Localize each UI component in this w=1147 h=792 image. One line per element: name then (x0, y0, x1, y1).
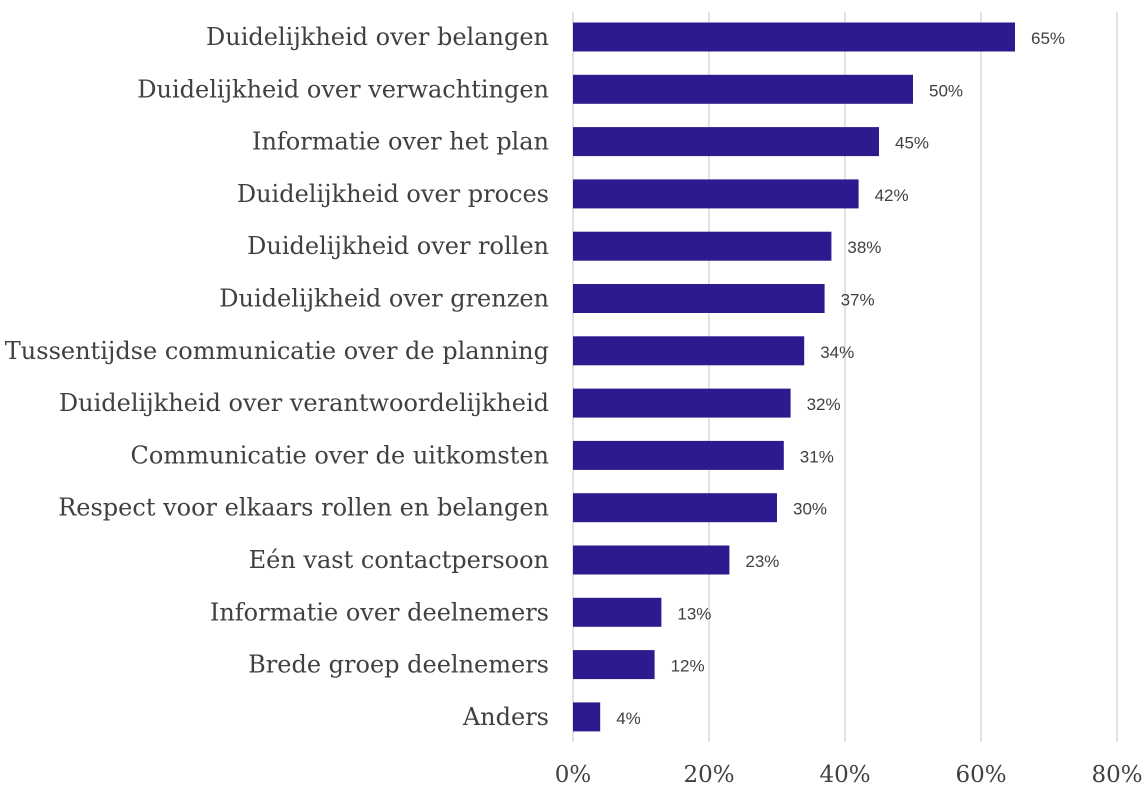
data-label: 32% (807, 395, 841, 414)
data-label: 31% (800, 447, 834, 466)
data-labels: 65% 50% 45% 42% 38% 37% 34% 32% 31% 30% 23% 13% 12% 4… (616, 29, 1065, 728)
x-tick-label: 80% (1091, 762, 1142, 788)
data-label: 37% (841, 291, 875, 310)
bar (573, 545, 730, 575)
data-label: 30% (793, 500, 827, 519)
data-label: 13% (677, 604, 711, 623)
data-label: 4% (616, 709, 641, 728)
bar (573, 336, 805, 366)
x-tick-label: 60% (955, 762, 1006, 788)
bar (573, 388, 791, 418)
category-label: Duidelijkheid over proces (237, 180, 549, 208)
category-labels: Duidelijkheid over belangen Duidelijkheid… (5, 23, 549, 731)
data-label: 42% (875, 186, 909, 205)
bar (573, 702, 601, 732)
category-label: Eén vast contactpersoon (249, 546, 549, 574)
category-label: Duidelijkheid over rollen (247, 232, 549, 260)
bar (573, 493, 777, 523)
bar (573, 440, 784, 470)
bar (573, 231, 832, 261)
category-label: Informatie over het plan (252, 128, 549, 156)
data-label: 34% (820, 343, 854, 362)
category-label: Respect voor elkaars rollen en belangen (58, 494, 549, 522)
category-label: Duidelijkheid over verantwoordelijkheid (59, 389, 549, 417)
bar (573, 179, 859, 209)
category-label: Brede groep deelnemers (248, 651, 549, 679)
bar (573, 650, 655, 680)
category-label: Informatie over deelnemers (210, 598, 549, 626)
bars (573, 22, 1015, 732)
x-tick-label: 40% (819, 762, 870, 788)
x-tick-label: 0% (555, 762, 592, 788)
category-label: Duidelijkheid over verwachtingen (137, 75, 549, 103)
bar (573, 284, 825, 313)
bar (573, 127, 879, 157)
data-label: 23% (745, 552, 779, 571)
data-label: 65% (1031, 29, 1065, 48)
data-label: 38% (847, 238, 881, 257)
gridlines (572, 12, 1118, 742)
category-label: Duidelijkheid over grenzen (219, 285, 549, 313)
category-label: Duidelijkheid over belangen (206, 23, 549, 51)
category-label: Tussentijdse communicatie over de planni… (5, 337, 549, 365)
data-label: 12% (671, 657, 705, 676)
bar (573, 22, 1015, 52)
category-label: Communicatie over de uitkomsten (131, 441, 549, 469)
bar (573, 597, 662, 627)
data-label: 45% (895, 134, 929, 153)
x-axis-tick-labels: 0% 20% 40% 60% 80% (555, 762, 1143, 788)
category-label: Anders (462, 703, 549, 731)
data-label: 50% (929, 81, 963, 100)
x-tick-label: 20% (683, 762, 734, 788)
bar (573, 74, 913, 104)
